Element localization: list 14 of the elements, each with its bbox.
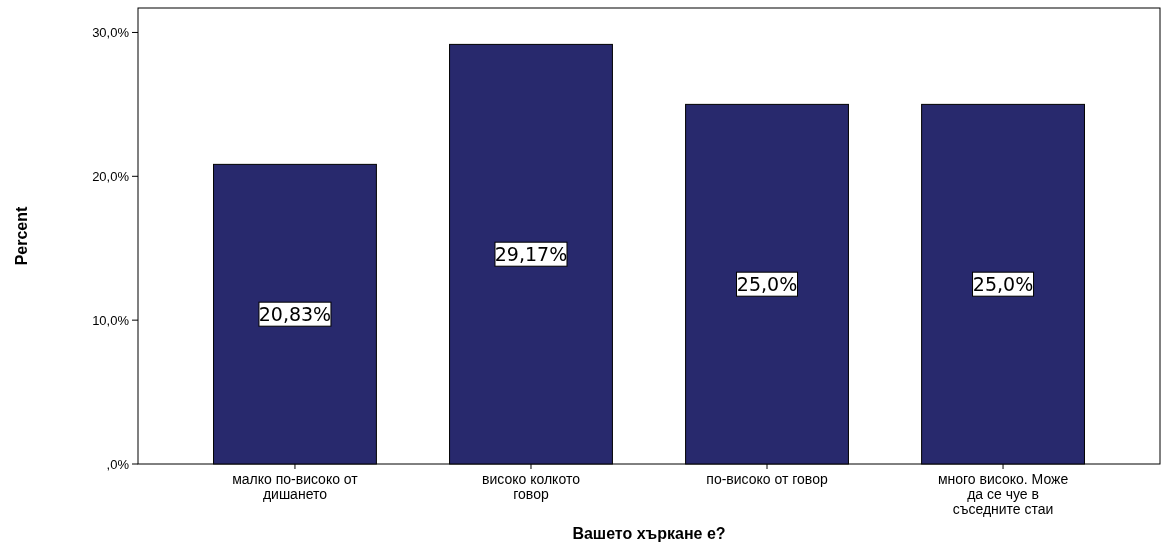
y-tick-label: 30,0% (92, 25, 130, 41)
data-label: 25,0% (736, 273, 798, 296)
x-tick-label: по-високо от говор (706, 471, 828, 487)
x-tick-label: много високо. Може да се чуе в съседните стаи (937, 471, 1069, 517)
y-tick-label: 10,0% (92, 313, 130, 329)
x-tick-label: малко по-високо от дишането (232, 471, 359, 502)
data-label: 20,83% (258, 303, 332, 326)
data-label: 29,17% (494, 243, 568, 266)
y-tick-label: ,0% (106, 457, 130, 472)
x-tick-label: високо колкото говор (482, 471, 581, 502)
data-label: 25,0% (972, 273, 1034, 296)
y-tick-label: 20,0% (92, 169, 130, 185)
y-axis-title: Percent (13, 205, 30, 266)
x-axis-title: Вашето хъркане е? (572, 525, 726, 542)
